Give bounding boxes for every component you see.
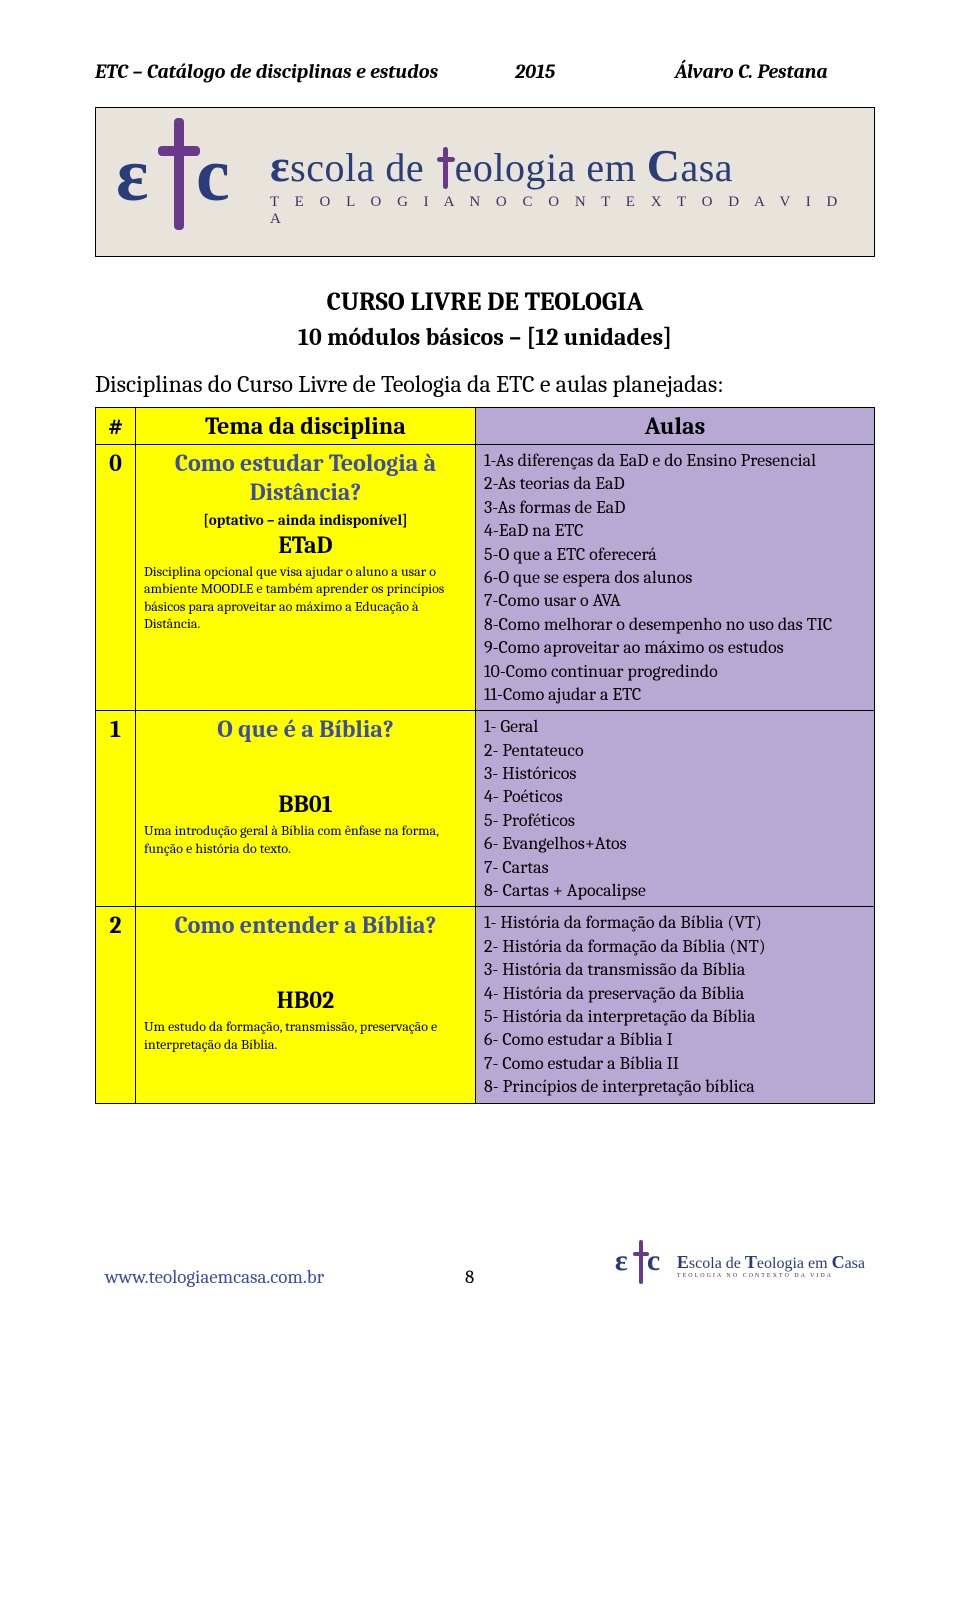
col-header-aulas: Aulas — [476, 408, 875, 445]
aula-line: 5- Proféticos — [484, 809, 866, 832]
aulas-list: 1- Geral 2- Pentateuco 3- Históricos 4- … — [484, 715, 866, 902]
cell-tema: O que é a Bíblia? BB01 Uma introdução ge… — [136, 711, 476, 907]
banner-title: εscola de eologia em Casa — [270, 139, 854, 192]
cell-num: 2 — [96, 907, 136, 1103]
col-header-num: # — [96, 408, 136, 445]
aula-line: 4- História da preservação da Bíblia — [484, 982, 866, 1005]
cell-tema: Como estudar Teologia à Distância? [opta… — [136, 445, 476, 711]
cell-aulas: 1-As diferenças da EaD e do Ensino Prese… — [476, 445, 875, 711]
page: ETC – Catálogo de disciplinas e estudos … — [0, 0, 960, 1328]
aula-line: 7- Cartas — [484, 856, 866, 879]
col-header-tema: Tema da disciplina — [136, 408, 476, 445]
tema-code: HB02 — [144, 986, 467, 1014]
aula-line: 5-O que a ETC oferecerá — [484, 543, 866, 566]
aulas-list: 1-As diferenças da EaD e do Ensino Prese… — [484, 449, 866, 706]
aula-line: 2-As teorias da EaD — [484, 472, 866, 495]
cell-num: 1 — [96, 711, 136, 907]
tema-opt: [optativo – ainda indisponível] — [144, 511, 467, 529]
table-row: 1 O que é a Bíblia? BB01 Uma introdução … — [96, 711, 875, 907]
aula-line: 1-As diferenças da EaD e do Ensino Prese… — [484, 449, 866, 472]
aula-line: 2- Pentateuco — [484, 739, 866, 762]
tema-desc: Uma introdução geral à Bíblia com ênfase… — [144, 822, 467, 857]
logo-mark-icon: ε c — [116, 128, 256, 238]
course-subtitle: 10 módulos básicos – [12 unidades] — [95, 323, 875, 351]
cell-num: 0 — [96, 445, 136, 711]
aula-line: 4-EaD na ETC — [484, 519, 866, 542]
tema-title: Como entender a Bíblia? — [144, 911, 467, 940]
aulas-list: 1- História da formação da Bíblia (VT) 2… — [484, 911, 866, 1098]
tema-title: Como estudar Teologia à Distância? — [144, 449, 467, 507]
aula-line: 8-Como melhorar o desempenho no uso das … — [484, 613, 866, 636]
aula-line: 2- História da formação da Bíblia (NT) — [484, 935, 866, 958]
table-row: 0 Como estudar Teologia à Distância? [op… — [96, 445, 875, 711]
aula-line: 10-Como continuar progredindo — [484, 660, 866, 683]
aula-line: 11-Como ajudar a ETC — [484, 683, 866, 706]
page-header: ETC – Catálogo de disciplinas e estudos … — [95, 60, 875, 83]
banner-subtitle: T E O L O G I A N O C O N T E X T O D A … — [270, 194, 854, 228]
logo-banner: ε c εscola de eologia em Casa T E O L O … — [95, 107, 875, 257]
tema-code: BB01 — [144, 790, 467, 818]
footer-url[interactable]: www.teologiaemcasa.com.br — [105, 1266, 324, 1288]
page-number: 8 — [440, 1266, 500, 1288]
footer-logo-icon: ε c Escola de Teologia em Casa TEOLOGIA … — [615, 1244, 865, 1288]
cell-aulas: 1- História da formação da Bíblia (VT) 2… — [476, 907, 875, 1103]
page-footer: www.teologiaemcasa.com.br 8 ε c Escola d… — [95, 1244, 875, 1288]
aula-line: 8- Cartas + Apocalipse — [484, 879, 866, 902]
aula-line: 5- História da interpretação da Bíblia — [484, 1005, 866, 1028]
table-header-row: # Tema da disciplina Aulas — [96, 408, 875, 445]
tema-title: O que é a Bíblia? — [144, 715, 467, 744]
aula-line: 6- Como estudar a Bíblia I — [484, 1028, 866, 1051]
aula-line: 7- Como estudar a Bíblia II — [484, 1052, 866, 1075]
course-title: CURSO LIVRE DE TEOLOGIA — [95, 287, 875, 317]
aula-line: 3- Históricos — [484, 762, 866, 785]
aula-line: 1- Geral — [484, 715, 866, 738]
logo-text: εscola de eologia em Casa T E O L O G I … — [270, 139, 854, 228]
course-intro: Disciplinas do Curso Livre de Teologia d… — [95, 369, 875, 399]
tema-desc: Um estudo da formação, transmissão, pres… — [144, 1018, 467, 1053]
header-title: ETC – Catálogo de disciplinas e estudos — [95, 60, 505, 83]
aula-line: 3-As formas de EaD — [484, 496, 866, 519]
disciplines-table: # Tema da disciplina Aulas 0 Como estuda… — [95, 407, 875, 1104]
tema-desc: Disciplina opcional que visa ajudar o al… — [144, 563, 467, 633]
aula-line: 8- Princípios de interpretação bíblica — [484, 1075, 866, 1098]
header-year: 2015 — [515, 60, 665, 83]
cell-aulas: 1- Geral 2- Pentateuco 3- Históricos 4- … — [476, 711, 875, 907]
tema-code: ETaD — [144, 531, 467, 559]
aula-line: 6-O que se espera dos alunos — [484, 566, 866, 589]
header-author: Álvaro C. Pestana — [675, 60, 875, 83]
aula-line: 7-Como usar o AVA — [484, 589, 866, 612]
aula-line: 1- História da formação da Bíblia (VT) — [484, 911, 866, 934]
aula-line: 9-Como aproveitar ao máximo os estudos — [484, 636, 866, 659]
aula-line: 6- Evangelhos+Atos — [484, 832, 866, 855]
aula-line: 3- História da transmissão da Bíblia — [484, 958, 866, 981]
cell-tema: Como entender a Bíblia? HB02 Um estudo d… — [136, 907, 476, 1103]
table-row: 2 Como entender a Bíblia? HB02 Um estudo… — [96, 907, 875, 1103]
aula-line: 4- Poéticos — [484, 785, 866, 808]
